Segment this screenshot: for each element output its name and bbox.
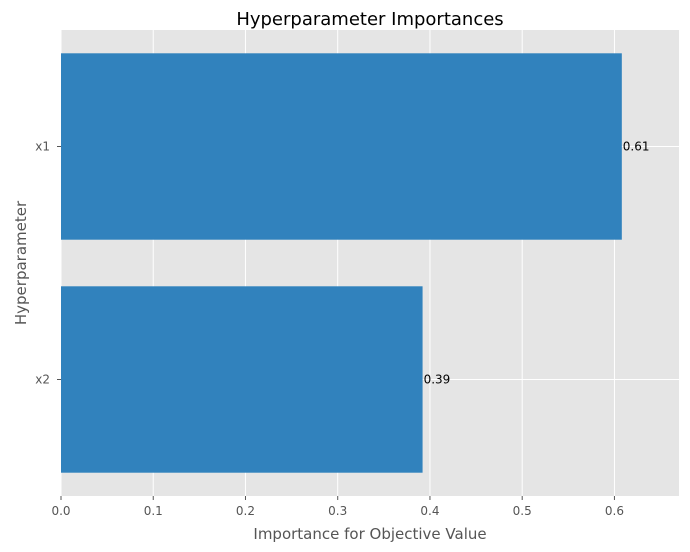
x-tick-label: 0.6 [605, 504, 624, 518]
bar-x1 [61, 53, 622, 240]
data-labels: 0.61 0.39 [424, 140, 650, 387]
y-tick-label: x1 [35, 140, 50, 154]
x-tick-label: 0.2 [236, 504, 255, 518]
bars [61, 53, 622, 473]
x-tick-label: 0.5 [513, 504, 532, 518]
chart-title: Hyperparameter Importances [236, 9, 503, 30]
y-tick-label: x2 [35, 373, 50, 387]
x-axis-label: Importance for Objective Value [253, 525, 486, 543]
x-axis: 0.0 0.1 0.2 0.3 0.4 0.5 0.6 [51, 496, 624, 518]
y-axis: x1 x2 [35, 140, 61, 387]
bar-value-label: 0.61 [623, 140, 650, 154]
x-tick-label: 0.1 [144, 504, 163, 518]
y-axis-label: Hyperparameter [12, 200, 30, 325]
x-tick-label: 0.4 [420, 504, 439, 518]
bar-value-label: 0.39 [424, 373, 451, 387]
x-tick-label: 0.3 [328, 504, 347, 518]
x-tick-label: 0.0 [51, 504, 70, 518]
bar-x2 [61, 286, 423, 473]
